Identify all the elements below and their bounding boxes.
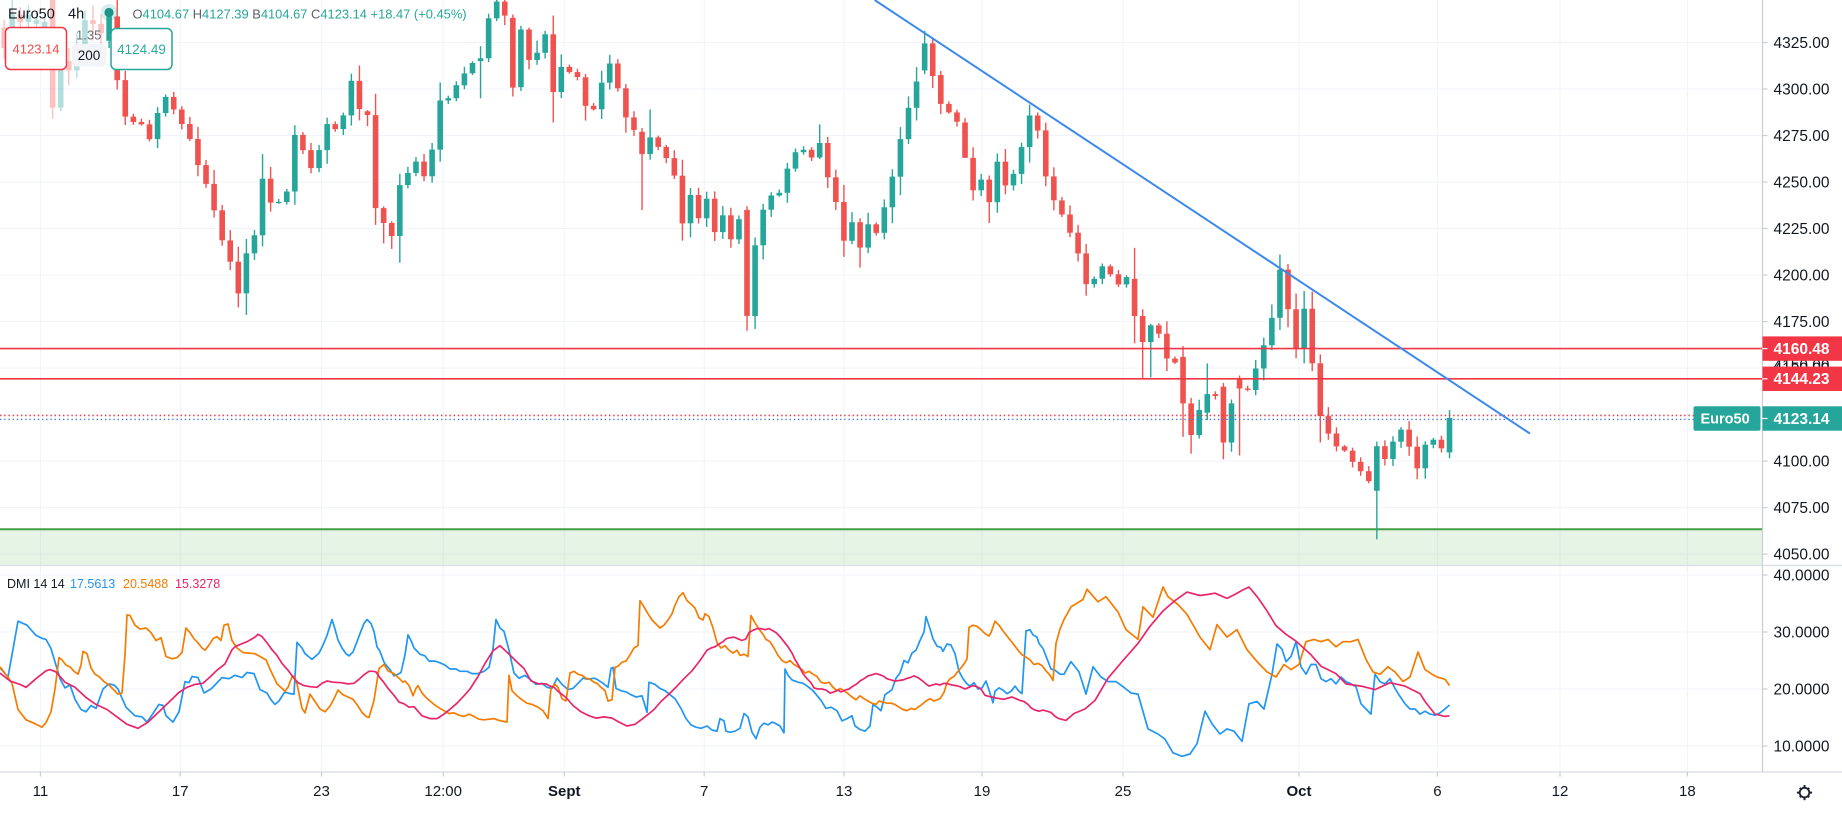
svg-text:4300.00: 4300.00 (1774, 81, 1830, 98)
svg-text:4123.14: 4123.14 (1774, 411, 1830, 428)
svg-text:13: 13 (836, 783, 853, 800)
svg-text:30.0000: 30.0000 (1774, 624, 1830, 641)
svg-text:4144.23: 4144.23 (1774, 371, 1830, 388)
svg-text:4275.00: 4275.00 (1774, 128, 1830, 145)
svg-text:4200.00: 4200.00 (1774, 267, 1830, 284)
svg-text:Sept: Sept (548, 783, 581, 800)
svg-text:15.3278: 15.3278 (175, 577, 220, 591)
svg-text:Euro50: Euro50 (1701, 411, 1750, 427)
svg-text:7: 7 (700, 783, 708, 800)
svg-text:20.5488: 20.5488 (123, 577, 168, 591)
svg-text:25: 25 (1115, 783, 1132, 800)
svg-text:23: 23 (313, 783, 330, 800)
svg-text:4250.00: 4250.00 (1774, 174, 1830, 191)
svg-text:4100.00: 4100.00 (1774, 453, 1830, 470)
svg-text:4160.48: 4160.48 (1774, 341, 1830, 358)
svg-text:20.0000: 20.0000 (1774, 681, 1830, 698)
svg-text:4075.00: 4075.00 (1774, 500, 1830, 517)
svg-text:12:00: 12:00 (424, 783, 462, 800)
svg-text:4124.49: 4124.49 (117, 42, 166, 57)
svg-text:1.35: 1.35 (76, 28, 101, 43)
svg-text:200: 200 (78, 48, 101, 63)
svg-text:18: 18 (1679, 783, 1696, 800)
svg-text:11: 11 (33, 783, 49, 800)
svg-text:4225.00: 4225.00 (1774, 221, 1830, 238)
svg-text:4050.00: 4050.00 (1774, 546, 1830, 563)
svg-text:O4104.67 H4127.39 B4104.67 C41: O4104.67 H4127.39 B4104.67 C4123.14 +18.… (133, 7, 467, 22)
svg-text:6: 6 (1433, 783, 1441, 800)
svg-text:4175.00: 4175.00 (1774, 314, 1830, 331)
svg-text:DMI 14 14: DMI 14 14 (7, 577, 65, 591)
svg-text:17: 17 (172, 783, 189, 800)
svg-text:19: 19 (974, 783, 991, 800)
svg-text:17.5613: 17.5613 (70, 577, 115, 591)
svg-text:4h: 4h (68, 7, 84, 23)
svg-text:Oct: Oct (1286, 783, 1311, 800)
svg-text:40.0000: 40.0000 (1774, 567, 1830, 584)
svg-text:4123.14: 4123.14 (13, 42, 60, 57)
svg-text:12: 12 (1552, 783, 1569, 800)
svg-text:4325.00: 4325.00 (1774, 35, 1830, 52)
svg-text:Euro50: Euro50 (8, 7, 55, 23)
svg-text:10.0000: 10.0000 (1774, 738, 1830, 755)
